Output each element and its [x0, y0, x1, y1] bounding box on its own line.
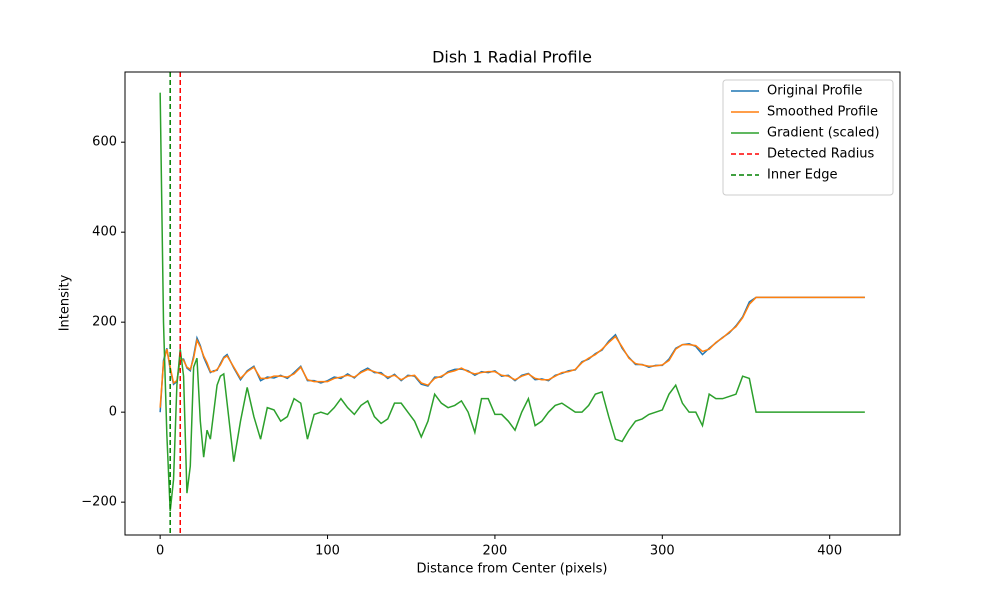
x-tick-label: 0 [156, 544, 164, 559]
x-tick-label: 100 [315, 544, 340, 559]
chart-title: Dish 1 Radial Profile [432, 48, 592, 67]
plot-area [159, 72, 865, 535]
x-axis-label: Distance from Center (pixels) [417, 562, 608, 577]
legend-label: Detected Radius [767, 147, 875, 162]
series-line [159, 296, 865, 413]
series-line [159, 92, 865, 512]
x-tick-label: 400 [817, 544, 842, 559]
legend-label: Gradient (scaled) [767, 126, 880, 141]
axes-frame [124, 71, 901, 536]
legend-box [722, 79, 894, 196]
y-tick-label: −200 [81, 495, 117, 510]
legend-label: Smoothed Profile [767, 105, 878, 120]
y-tick-label: 600 [92, 135, 117, 150]
y-tick-label: 0 [109, 405, 117, 420]
legend-label: Original Profile [767, 84, 862, 99]
y-tick-label: 400 [92, 225, 117, 240]
series-line [159, 296, 865, 408]
y-tick-label: 200 [92, 315, 117, 330]
y-axis-label: Intensity [58, 274, 73, 331]
x-tick-label: 300 [650, 544, 675, 559]
legend: Original Profile Smoothed Profile Gradient… [722, 79, 894, 196]
legend-label: Inner Edge [767, 168, 838, 183]
x-tick-label: 200 [483, 544, 508, 559]
